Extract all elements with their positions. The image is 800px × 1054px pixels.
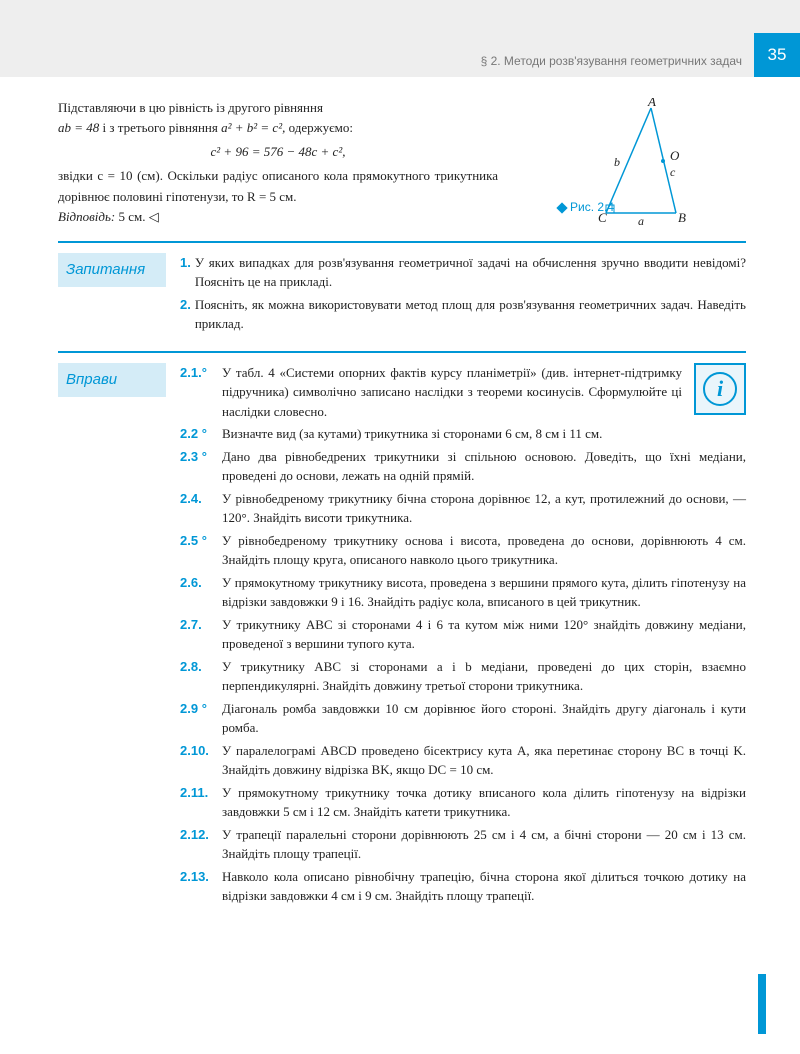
solution-line3: звідки c = 10 (см). Оскільки радіус опис… xyxy=(58,168,498,203)
exercise-number: 2.7. xyxy=(180,615,222,654)
exercise-text: У трикутнику ABC зі сторонами a і b меді… xyxy=(222,657,746,696)
exercise-item: 2.12.У трапеції паралельні сторони дорів… xyxy=(180,825,746,864)
exercise-number: 2.1.° xyxy=(180,363,222,422)
exercise-text: Навколо кола описано рівнобічну трапецію… xyxy=(222,867,746,906)
exercises-body: i 2.1.°У табл. 4 «Системи опорних фактів… xyxy=(166,363,746,909)
exercise-item: 2.11.У прямокутному трикутнику точка дот… xyxy=(180,783,746,822)
side-accent-bar xyxy=(758,974,766,1034)
exercise-item: 2.8.У трикутнику ABC зі сторонами a і b … xyxy=(180,657,746,696)
exercise-item: 2.9 °Діагональ ромба завдовжки 10 см дор… xyxy=(180,699,746,738)
page-number-tab: 35 xyxy=(754,33,800,77)
exercise-number: 2.3 ° xyxy=(180,447,222,486)
section-header: § 2. Методи розв'язування геометричних з… xyxy=(481,52,742,70)
exercise-item: 2.4.У рівнобедреному трикутнику бічна ст… xyxy=(180,489,746,528)
solution-paragraph: Підставляючи в цю рівність із другого рі… xyxy=(58,98,498,227)
solution-line2b: одержуємо: xyxy=(289,120,353,135)
exercise-number: 2.8. xyxy=(180,657,222,696)
exercise-text: У прямокутному трикутнику висота, провед… xyxy=(222,573,746,612)
exercise-text: У трикутнику ABC зі сторонами 4 і 6 та к… xyxy=(222,615,746,654)
exercise-text: У рівнобедреному трикутнику основа і вис… xyxy=(222,531,746,570)
exercise-text: Діагональ ромба завдовжки 10 см дорівнює… xyxy=(222,699,746,738)
exercise-number: 2.5 ° xyxy=(180,531,222,570)
answer-value: 5 см. ◁ xyxy=(118,209,158,224)
question-number: 2. xyxy=(180,295,191,334)
exercise-text: У прямокутному трикутнику точка дотику в… xyxy=(222,783,746,822)
exercise-text: У паралелограмі ABCD проведено бісектрис… xyxy=(222,741,746,780)
exercise-number: 2.6. xyxy=(180,573,222,612)
exercise-item: 2.13.Навколо кола описано рівнобічну тра… xyxy=(180,867,746,906)
exercise-item: 2.1.°У табл. 4 «Системи опорних фактів к… xyxy=(180,363,746,422)
exercise-number: 2.10. xyxy=(180,741,222,780)
exercise-number: 2.12. xyxy=(180,825,222,864)
separator xyxy=(58,241,746,243)
question-text: У яких випадках для розв'язування геомет… xyxy=(195,253,746,292)
svg-text:A: A xyxy=(647,98,656,109)
solution-line2a: і з третього рівняння xyxy=(103,120,218,135)
figure-label-text: Рис. 2.4 xyxy=(570,200,614,214)
exercise-item: 2.6.У прямокутному трикутнику висота, пр… xyxy=(180,573,746,612)
exercise-number: 2.9 ° xyxy=(180,699,222,738)
page-content: Підставляючи в цю рівність із другого рі… xyxy=(58,98,746,919)
svg-text:O: O xyxy=(670,148,680,163)
exercise-number: 2.13. xyxy=(180,867,222,906)
exercise-item: 2.3 °Дано два рівнобедрених трикутники з… xyxy=(180,447,746,486)
separator xyxy=(58,351,746,353)
exercise-text: У трапеції паралельні сторони дорівнюють… xyxy=(222,825,746,864)
svg-text:b: b xyxy=(614,155,620,169)
figure-2-4: A B C O a b c Рис. 2.4 xyxy=(546,98,746,234)
eq-abc: a² + b² = c², xyxy=(221,120,285,135)
exercise-item: 2.5 °У рівнобедреному трикутнику основа … xyxy=(180,531,746,570)
exercise-number: 2.11. xyxy=(180,783,222,822)
question-text: Поясніть, як можна використовувати метод… xyxy=(195,295,746,334)
svg-text:c: c xyxy=(670,165,676,179)
exercise-number: 2.4. xyxy=(180,489,222,528)
eq-main: c² + 96 = 576 − 48c + c², xyxy=(58,142,498,162)
diamond-icon xyxy=(556,202,567,213)
exercise-text: У табл. 4 «Системи опорних фактів курсу … xyxy=(222,363,746,422)
exercise-text: Визначте вид (за кутами) трикутника зі с… xyxy=(222,424,746,444)
exercises-title: Вправи xyxy=(58,363,166,398)
exercise-text: У рівнобедреному трикутнику бічна сторон… xyxy=(222,489,746,528)
svg-text:B: B xyxy=(678,210,686,225)
exercise-item: 2.2 °Визначте вид (за кутами) трикутника… xyxy=(180,424,746,444)
exercise-item: 2.7.У трикутнику ABC зі сторонами 4 і 6 … xyxy=(180,615,746,654)
figure-label: Рис. 2.4 xyxy=(558,198,614,216)
question-number: 1. xyxy=(180,253,191,292)
questions-body: 1.У яких випадках для розв'язування геом… xyxy=(166,253,746,337)
exercise-text: Дано два рівнобедрених трикутники зі спі… xyxy=(222,447,746,486)
exercise-item: 2.10.У паралелограмі ABCD проведено бісе… xyxy=(180,741,746,780)
svg-text:a: a xyxy=(638,214,644,228)
exercises-block: Вправи i 2.1.°У табл. 4 «Системи опорних… xyxy=(58,363,746,909)
info-icon-glyph: i xyxy=(703,372,737,406)
eq-ab: ab = 48 xyxy=(58,120,99,135)
info-icon: i xyxy=(694,363,746,415)
solution-line1: Підставляючи в цю рівність із другого рі… xyxy=(58,100,323,115)
answer-label: Відповідь: xyxy=(58,209,115,224)
questions-block: Запитання 1.У яких випадках для розв'язу… xyxy=(58,253,746,337)
exercise-number: 2.2 ° xyxy=(180,424,222,444)
question-item: 2.Поясніть, як можна використовувати мет… xyxy=(180,295,746,334)
question-item: 1.У яких випадках для розв'язування геом… xyxy=(180,253,746,292)
questions-title: Запитання xyxy=(58,253,166,288)
